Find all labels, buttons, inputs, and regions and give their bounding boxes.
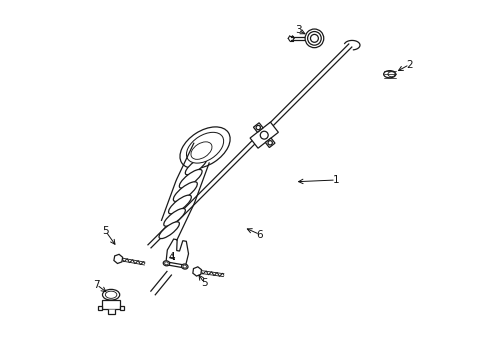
Ellipse shape bbox=[256, 125, 260, 130]
Text: 3: 3 bbox=[294, 26, 301, 35]
Ellipse shape bbox=[102, 289, 120, 300]
Ellipse shape bbox=[387, 72, 394, 77]
Ellipse shape bbox=[159, 222, 179, 239]
Ellipse shape bbox=[307, 32, 321, 45]
Polygon shape bbox=[192, 267, 201, 276]
Ellipse shape bbox=[383, 71, 395, 78]
Polygon shape bbox=[120, 306, 124, 310]
Ellipse shape bbox=[179, 170, 202, 188]
Text: 5: 5 bbox=[201, 278, 207, 288]
Polygon shape bbox=[102, 300, 120, 309]
Ellipse shape bbox=[163, 261, 169, 266]
Text: 2: 2 bbox=[406, 59, 412, 69]
Ellipse shape bbox=[191, 145, 211, 162]
Polygon shape bbox=[164, 262, 186, 268]
Ellipse shape bbox=[305, 29, 323, 48]
Ellipse shape bbox=[164, 262, 168, 265]
Ellipse shape bbox=[168, 195, 191, 214]
Ellipse shape bbox=[180, 127, 230, 168]
Polygon shape bbox=[114, 254, 122, 264]
Text: 6: 6 bbox=[256, 230, 263, 239]
Ellipse shape bbox=[181, 264, 187, 269]
Ellipse shape bbox=[105, 291, 117, 298]
Ellipse shape bbox=[260, 131, 267, 139]
Ellipse shape bbox=[163, 208, 185, 226]
Text: 7: 7 bbox=[93, 280, 100, 290]
Ellipse shape bbox=[183, 265, 186, 268]
Ellipse shape bbox=[173, 182, 197, 202]
Polygon shape bbox=[265, 138, 274, 148]
Polygon shape bbox=[166, 239, 188, 264]
Ellipse shape bbox=[185, 157, 206, 175]
Ellipse shape bbox=[310, 35, 318, 42]
Text: 5: 5 bbox=[102, 226, 109, 236]
Text: 1: 1 bbox=[332, 175, 339, 185]
Ellipse shape bbox=[267, 141, 272, 145]
Polygon shape bbox=[98, 306, 102, 310]
Polygon shape bbox=[249, 122, 278, 148]
Polygon shape bbox=[107, 309, 115, 315]
Ellipse shape bbox=[186, 132, 223, 163]
Polygon shape bbox=[253, 123, 263, 132]
Ellipse shape bbox=[190, 142, 212, 159]
Text: 4: 4 bbox=[168, 252, 175, 262]
